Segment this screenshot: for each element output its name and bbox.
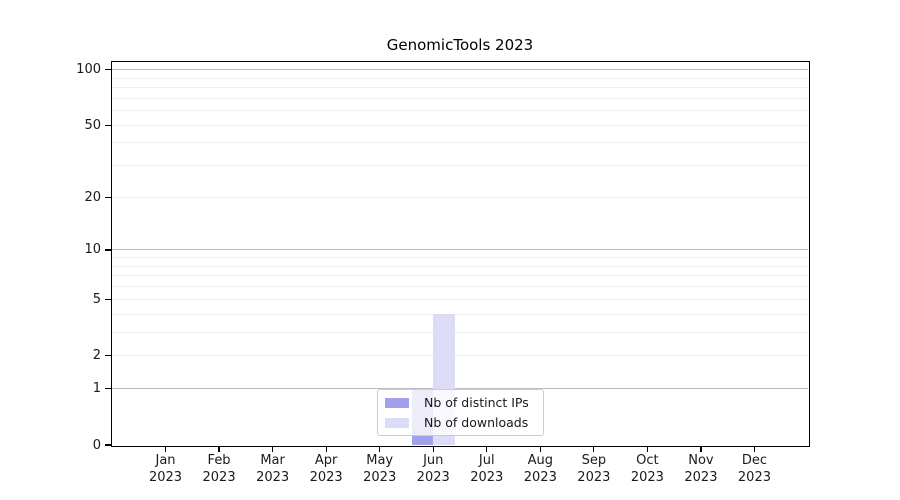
y-gridline-minor bbox=[112, 124, 808, 126]
x-tick-month: Apr bbox=[314, 453, 338, 468]
y-tick-label: 100 bbox=[76, 62, 101, 78]
y-tick-mark bbox=[105, 387, 112, 390]
y-tick-mark bbox=[105, 355, 112, 357]
y-gridline-major bbox=[112, 388, 808, 390]
y-gridline-minor bbox=[112, 265, 808, 267]
y-tick-mark bbox=[105, 196, 112, 199]
y-tick-mark bbox=[105, 69, 112, 71]
x-tick-year: 2023 bbox=[630, 469, 664, 485]
x-tick-label: May 2023 bbox=[348, 453, 412, 486]
y-tick-label: 50 bbox=[84, 117, 101, 133]
x-tick-label: Feb 2023 bbox=[187, 453, 251, 486]
x-tick-mark bbox=[325, 446, 327, 452]
x-tick-mark bbox=[218, 446, 220, 452]
y-tick-mark bbox=[105, 124, 112, 126]
y-gridline-minor bbox=[112, 331, 808, 333]
y-gridline-minor bbox=[112, 77, 808, 79]
x-tick-year: 2023 bbox=[577, 469, 611, 485]
y-tick-label: 0 bbox=[92, 437, 101, 453]
legend-entry: Nb of downloads bbox=[385, 414, 543, 431]
x-tick-label: Nov 2023 bbox=[669, 453, 733, 486]
x-tick-month: Sep bbox=[581, 453, 607, 468]
y-gridline-minor bbox=[112, 313, 808, 315]
y-gridline-major bbox=[112, 249, 808, 251]
x-tick-year: 2023 bbox=[148, 469, 183, 485]
legend-swatch-downloads-icon bbox=[385, 417, 409, 428]
x-tick-mark bbox=[164, 446, 167, 452]
y-tick-label: 20 bbox=[84, 189, 101, 205]
y-gridline-minor bbox=[112, 298, 808, 300]
x-tick-label: Oct 2023 bbox=[615, 453, 679, 486]
x-tick-year: 2023 bbox=[363, 469, 397, 485]
x-tick-mark bbox=[646, 446, 649, 452]
x-tick-mark bbox=[593, 446, 595, 452]
legend-label: Nb of distinct IPs bbox=[424, 395, 529, 410]
x-tick-month: Jun bbox=[423, 453, 444, 468]
y-gridline-minor bbox=[112, 286, 808, 288]
y-tick-label: 5 bbox=[92, 291, 101, 307]
legend-label: Nb of downloads bbox=[424, 415, 529, 430]
x-tick-label: Jul 2023 bbox=[455, 453, 519, 486]
x-tick-label: Dec 2023 bbox=[722, 453, 786, 486]
x-tick-label: Aug 2023 bbox=[508, 453, 572, 486]
x-tick-label: Jun 2023 bbox=[401, 453, 465, 486]
x-tick-label: Sep 2023 bbox=[562, 453, 626, 486]
x-tick-month: May bbox=[366, 453, 394, 468]
x-tick-year: 2023 bbox=[737, 469, 771, 485]
x-tick-mark bbox=[753, 446, 756, 452]
x-tick-label: Apr 2023 bbox=[294, 453, 358, 486]
y-gridline-minor bbox=[112, 196, 808, 198]
y-gridline-minor bbox=[112, 165, 808, 167]
x-tick-year: 2023 bbox=[523, 469, 557, 485]
x-tick-label: Jan 2023 bbox=[134, 453, 198, 486]
x-tick-month: Jan bbox=[155, 453, 176, 468]
y-gridline-minor bbox=[112, 355, 808, 357]
y-gridline-minor bbox=[112, 142, 808, 144]
x-tick-year: 2023 bbox=[309, 469, 343, 485]
x-tick-year: 2023 bbox=[470, 469, 504, 485]
y-gridline-minor bbox=[112, 97, 808, 99]
y-gridline-minor bbox=[112, 257, 808, 259]
y-tick-mark bbox=[105, 249, 112, 251]
x-tick-month: Feb bbox=[207, 453, 231, 468]
y-tick-label: 2 bbox=[92, 348, 101, 364]
chart-title: GenomicTools 2023 bbox=[386, 36, 534, 54]
y-tick-label: 10 bbox=[84, 242, 101, 258]
legend-entry: Nb of distinct IPs bbox=[385, 394, 543, 411]
x-tick-label: Mar 2023 bbox=[241, 453, 305, 486]
x-tick-month: Aug bbox=[527, 453, 553, 468]
y-gridline-minor bbox=[112, 87, 808, 89]
x-tick-mark bbox=[700, 446, 702, 452]
x-tick-year: 2023 bbox=[256, 469, 290, 485]
y-tick-mark bbox=[105, 444, 112, 446]
legend: Nb of distinct IPs Nb of downloads bbox=[377, 389, 544, 436]
y-gridline-minor bbox=[112, 110, 808, 112]
x-tick-month: Jul bbox=[478, 453, 495, 468]
x-tick-month: Mar bbox=[260, 453, 285, 468]
x-tick-mark bbox=[379, 446, 381, 452]
x-tick-mark bbox=[486, 446, 488, 452]
x-tick-year: 2023 bbox=[202, 469, 236, 485]
y-tick-label: 1 bbox=[92, 381, 101, 397]
x-tick-year: 2023 bbox=[416, 469, 450, 485]
y-gridline-minor bbox=[112, 275, 808, 277]
legend-swatch-distinct-ips-icon bbox=[385, 397, 409, 408]
y-gridline-major bbox=[112, 69, 808, 71]
x-tick-mark bbox=[539, 446, 541, 452]
x-tick-mark bbox=[432, 446, 434, 452]
x-tick-month: Oct bbox=[636, 453, 659, 468]
x-tick-month: Nov bbox=[688, 453, 714, 468]
x-tick-month: Dec bbox=[741, 453, 768, 468]
x-tick-year: 2023 bbox=[684, 469, 718, 485]
x-tick-mark bbox=[271, 446, 274, 452]
y-tick-mark bbox=[105, 298, 112, 300]
